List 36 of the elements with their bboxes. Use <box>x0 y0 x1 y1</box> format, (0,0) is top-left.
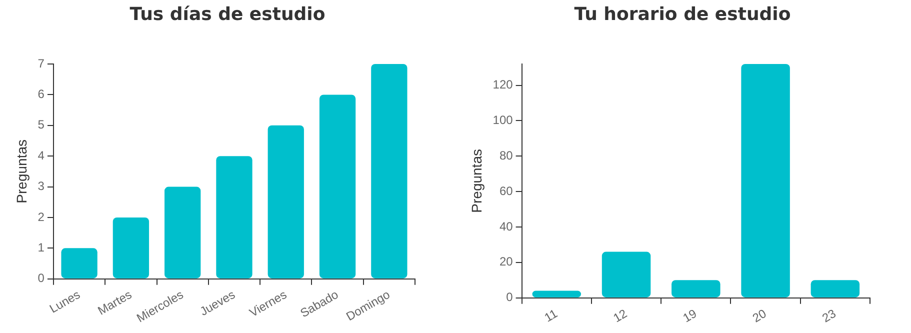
y-axis-title: Preguntas <box>13 140 30 204</box>
x-tick-label: 11 <box>542 306 560 325</box>
bar <box>216 156 252 278</box>
x-tick-label: 20 <box>750 306 769 326</box>
y-tick-label: 100 <box>492 113 514 128</box>
bar <box>268 125 304 278</box>
y-tick-label: 3 <box>38 179 45 194</box>
y-tick-label: 1 <box>38 240 45 254</box>
bar <box>319 94 356 278</box>
y-tick-label: 20 <box>499 254 514 269</box>
y-tick-label: 0 <box>38 271 45 286</box>
bar <box>61 248 98 278</box>
bar <box>164 186 201 278</box>
y-tick-label: 5 <box>38 118 45 132</box>
y-tick-label: 120 <box>492 78 514 92</box>
bar <box>672 280 720 298</box>
y-tick-label: 0 <box>506 290 514 304</box>
y-tick-label: 7 <box>38 56 45 70</box>
x-tick-label: 23 <box>820 306 839 326</box>
bar <box>532 290 582 298</box>
y-tick-label: 6 <box>38 87 45 102</box>
bar <box>741 64 790 298</box>
y-tick-label: 4 <box>38 148 45 162</box>
bar <box>810 280 860 298</box>
bar <box>371 64 408 278</box>
x-tick-label: 19 <box>680 306 700 326</box>
chart-title: Tus días de estudio <box>128 4 326 27</box>
bar <box>602 252 651 298</box>
y-tick-label: 80 <box>499 148 514 162</box>
y-tick-label: 60 <box>499 184 514 198</box>
bar <box>112 217 150 278</box>
chart-title: Tu horario de estudio <box>573 4 792 27</box>
x-tick-label: 12 <box>610 306 630 326</box>
y-tick-label: 2 <box>38 210 45 224</box>
y-axis-title: Preguntas <box>468 149 484 213</box>
y-tick-label: 40 <box>499 219 514 234</box>
